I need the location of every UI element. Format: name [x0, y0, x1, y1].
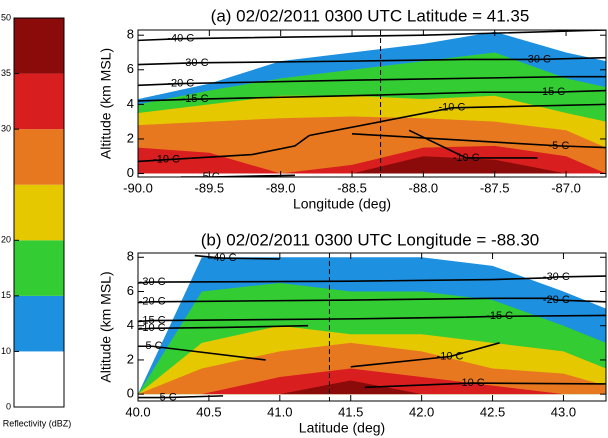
- contour-label: -10 C: [458, 377, 485, 389]
- colorbar-tick-label: 50: [1, 12, 11, 22]
- contour-label: -30 C: [543, 271, 570, 283]
- echo-layer: [138, 368, 606, 395]
- colorbar-tick-label: 10: [1, 346, 11, 356]
- contour-label: -10 C: [437, 350, 464, 362]
- echo-layer: [138, 156, 606, 174]
- contour-label: -20 C: [543, 294, 570, 306]
- x-tick-label: -90.0: [123, 180, 153, 195]
- temperature-contour: [138, 316, 465, 323]
- colorbar-bin: [14, 73, 64, 130]
- y-axis-label: Altitude (km MSL): [98, 271, 114, 382]
- x-tick-label: -89.0: [266, 180, 296, 195]
- plot-frame: [137, 29, 607, 178]
- contour-label: -40 C: [210, 252, 237, 264]
- contour-label: -10 C: [438, 102, 465, 114]
- echo-layer: [138, 342, 606, 395]
- temperature-contour: [549, 297, 606, 303]
- x-tick-label: 40.5: [196, 404, 221, 419]
- x-tick-label: 41.5: [338, 404, 363, 419]
- temperature-contour: [138, 395, 224, 399]
- temperature-contour: [138, 58, 467, 66]
- temperature-contour: [464, 314, 606, 318]
- contour-label: -30 C: [182, 57, 209, 69]
- temperature-contour: [138, 277, 550, 284]
- colorbar-tick-label: 30: [1, 124, 11, 134]
- y-tick-label: 6: [127, 61, 134, 76]
- y-tick-label: 0: [127, 386, 134, 401]
- colorbar-tick-label: 20: [1, 235, 11, 245]
- x-tick-label: -88.0: [409, 180, 439, 195]
- colorbar-bin: [14, 295, 64, 352]
- contour-label: -30 C: [139, 276, 166, 288]
- temperature-contour: [408, 129, 538, 159]
- x-axis-label: Latitude (deg): [299, 420, 385, 436]
- colorbar-bin: [14, 184, 64, 241]
- x-tick-label: 42.0: [409, 404, 434, 419]
- contour-label: -15 C: [139, 314, 166, 326]
- temperature-contour: [351, 132, 606, 149]
- colorbar-bin: [14, 129, 64, 185]
- colorbar-bin: [14, 18, 64, 74]
- x-tick-label: -88.5: [337, 180, 367, 195]
- temperature-contour: [480, 89, 606, 94]
- temperature-contour: [350, 342, 500, 368]
- contour-label: -15 C: [486, 310, 513, 322]
- y-tick-label: 2: [127, 351, 134, 366]
- colorbar-tick-label: 0: [6, 401, 11, 411]
- x-tick-label: 41.0: [267, 404, 292, 419]
- x-tick-label: 40.0: [125, 404, 150, 419]
- temperature-contour: [466, 56, 606, 61]
- contour-label: -40 C: [167, 33, 194, 45]
- temperature-contour: [180, 174, 295, 177]
- x-tick-label: -87.5: [480, 180, 510, 195]
- temperature-contour: [194, 254, 280, 260]
- y-tick-label: 6: [127, 283, 134, 298]
- x-tick-label: 42.5: [480, 404, 505, 419]
- plot-frame: [137, 252, 607, 402]
- contour-label: -5 C: [142, 340, 163, 352]
- colorbar-frame: [13, 17, 65, 408]
- contour-label: -15 C: [538, 86, 565, 98]
- colorbar-tick-label: 35: [1, 68, 11, 78]
- temperature-contour: [138, 297, 550, 304]
- contour-label: -10 C: [453, 152, 480, 164]
- temperature-contour: [364, 382, 606, 389]
- colorbar-tick-label: 15: [1, 290, 11, 300]
- x-tick-label: 43.0: [551, 404, 576, 419]
- temperature-contour: [138, 134, 310, 163]
- plot-area: -40 C -30 C -30 C -20 C -15 C -15 C -10 C -10 C…: [138, 30, 606, 177]
- plot-area: -40 C-30 C -30 C-20 C -20 C-15 C -15 C-10 C…: [138, 252, 606, 403]
- contour-label: -20 C: [139, 296, 166, 308]
- temperature-contour: [138, 30, 606, 42]
- x-axis-label: Longitude (deg): [293, 196, 391, 212]
- contour-label: -10 C: [153, 154, 180, 166]
- contour-label: -20 C: [167, 78, 194, 90]
- colorbar-bin: [14, 351, 64, 407]
- contour-label: -5 C: [156, 391, 177, 403]
- contour-label: -5 C: [549, 140, 570, 152]
- temperature-contour: [138, 345, 266, 361]
- y-tick-label: 8: [127, 249, 134, 264]
- y-axis-label: Altitude (km MSL): [98, 48, 114, 159]
- temperature-contour: [549, 275, 606, 279]
- contour-label: -30 C: [524, 53, 551, 65]
- y-tick-label: 4: [127, 96, 134, 111]
- y-tick-label: 2: [127, 130, 134, 145]
- colorbar-bin: [14, 240, 64, 296]
- temperature-contour: [138, 324, 309, 330]
- temperature-contour: [138, 91, 481, 102]
- x-tick-label: -89.5: [195, 180, 225, 195]
- y-tick-label: 8: [127, 27, 134, 42]
- y-tick-label: 4: [127, 317, 134, 332]
- temperature-contour: [309, 103, 606, 137]
- contour-label: -10 C: [139, 322, 166, 334]
- chart-title: (b) 02/02/2011 0300 UTC Longitude = -88.…: [201, 230, 540, 249]
- contour-label: -15 C: [182, 93, 209, 105]
- chart-title: (a) 02/02/2011 0300 UTC Latitude = 41.35: [211, 6, 530, 25]
- temperature-contour: [138, 75, 606, 87]
- colorbar-label: Reflectivity (dBZ): [3, 418, 72, 428]
- x-tick-label: -87.0: [551, 180, 581, 195]
- y-tick-label: 0: [127, 165, 134, 180]
